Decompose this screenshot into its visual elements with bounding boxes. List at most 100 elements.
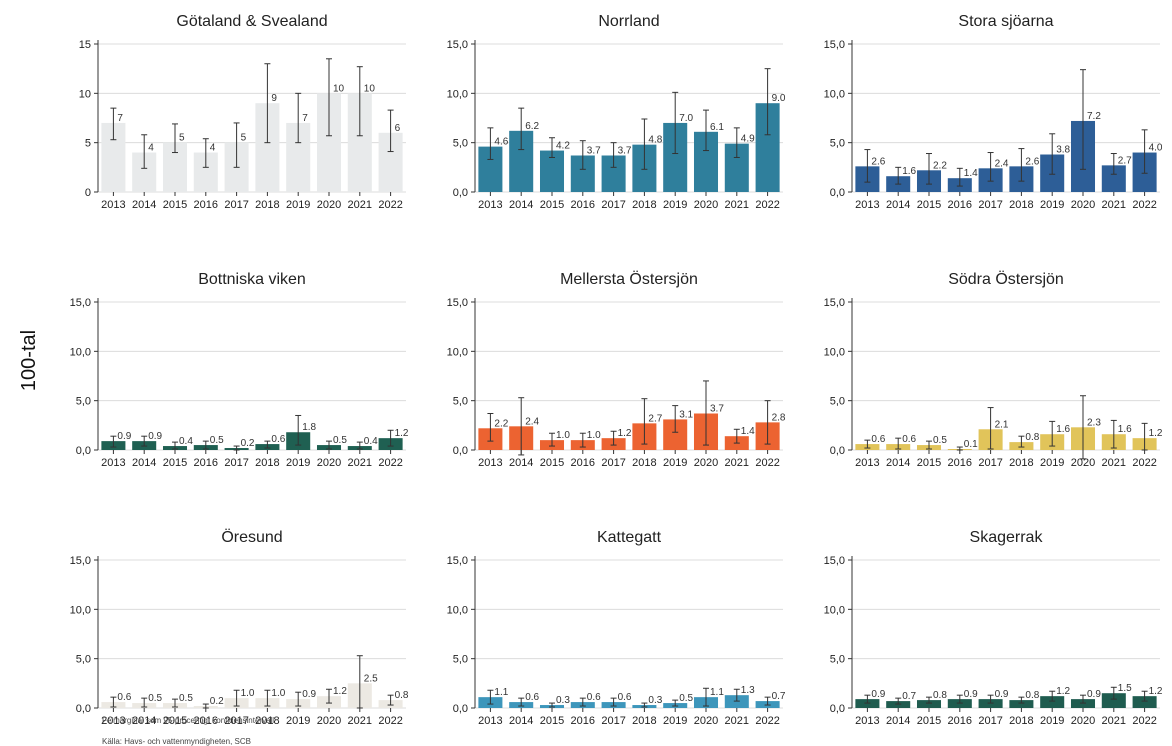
x-tick-label: 2021 (725, 457, 749, 469)
panel-title: Öresund (221, 528, 282, 546)
data-label: 0.3 (556, 695, 570, 706)
data-label: 4.8 (648, 135, 662, 146)
data-label: 0.9 (871, 689, 885, 700)
data-label: 1.0 (241, 688, 255, 699)
x-tick-label: 2017 (224, 715, 248, 727)
x-tick-label: 2017 (978, 199, 1002, 211)
y-tick-label: 15,0 (824, 555, 845, 567)
x-tick-label: 2017 (224, 199, 248, 211)
data-label: 0.9 (148, 431, 162, 442)
panel-6: Öresund0,05,010,015,00.620130.520140.520… (70, 528, 409, 727)
x-tick-label: 2016 (948, 715, 972, 727)
x-tick-label: 2013 (478, 199, 502, 211)
data-label: 0.8 (933, 690, 947, 701)
x-tick-label: 2018 (632, 199, 656, 211)
x-tick-label: 2017 (224, 457, 248, 469)
x-tick-label: 2019 (663, 715, 687, 727)
data-label: 1.8 (302, 422, 316, 433)
y-tick-label: 15,0 (447, 297, 468, 309)
panel-title: Götaland & Svealand (176, 13, 327, 30)
data-label: 0.5 (933, 435, 947, 446)
data-label: 0.7 (902, 691, 916, 702)
x-tick-label: 2022 (755, 457, 779, 469)
panel-title: Södra Östersjön (948, 270, 1064, 288)
x-tick-label: 2019 (1040, 457, 1064, 469)
data-label: 2.2 (494, 418, 508, 429)
y-tick-label: 0 (85, 187, 91, 199)
x-tick-label: 2014 (509, 457, 533, 469)
data-label: 1.1 (494, 687, 508, 698)
data-label: 2.8 (772, 412, 786, 423)
x-tick-label: 2018 (255, 715, 279, 727)
x-tick-label: 2014 (886, 457, 910, 469)
data-label: 0.6 (117, 692, 131, 703)
data-label: 0.6 (618, 692, 632, 703)
x-tick-label: 2021 (725, 199, 749, 211)
x-tick-label: 2014 (132, 199, 156, 211)
data-label: 4.9 (741, 134, 755, 145)
data-label: 2.4 (995, 158, 1009, 169)
x-tick-label: 2022 (378, 457, 402, 469)
x-tick-label: 2013 (855, 715, 879, 727)
y-tick-label: 5,0 (830, 396, 845, 408)
x-tick-label: 2022 (755, 715, 779, 727)
x-tick-label: 2021 (725, 715, 749, 727)
panel-1: Norrland 0,0 5,0 10,0 15,0 4.6 2013 6.2 2014 4.2 2… (447, 13, 786, 211)
x-tick-label: 2022 (1132, 715, 1156, 727)
panel-5: Södra Östersjön 0,0 5,0 10,0 15,0 0.6 2013 0.6 2… (824, 270, 1163, 469)
data-label: 1.6 (1118, 424, 1132, 435)
footnote: Felmarginal som 95-procentigt konfidensi… (102, 716, 275, 725)
data-label: 0.6 (902, 434, 916, 445)
data-label: 0.9 (964, 689, 978, 700)
data-label: 2.4 (525, 416, 539, 427)
data-label: 1.0 (556, 430, 570, 441)
x-tick-label: 2019 (286, 199, 310, 211)
data-label: 10 (333, 83, 345, 94)
x-tick-label: 2013 (855, 199, 879, 211)
x-tick-label: 2016 (948, 457, 972, 469)
x-tick-label: 2017 (978, 457, 1002, 469)
data-label: 6.2 (525, 121, 539, 132)
data-label: 1.0 (587, 430, 601, 441)
y-tick-label: 10,0 (447, 346, 468, 358)
data-label: 0.7 (772, 691, 786, 702)
x-tick-label: 2013 (478, 457, 502, 469)
x-tick-label: 2021 (348, 457, 372, 469)
x-tick-label: 2016 (571, 715, 595, 727)
y-tick-label: 10,0 (447, 604, 468, 616)
x-tick-label: 2021 (1102, 457, 1126, 469)
data-label: 4.0 (1149, 143, 1163, 154)
y-tick-label: 10,0 (70, 346, 91, 358)
x-tick-label: 2016 (571, 199, 595, 211)
data-label: 0.9 (117, 431, 131, 442)
panel-7: Kattegatt 0,0 5,0 10,0 15,0 1.1 2013 0.6 2014 0.3… (447, 529, 786, 727)
y-tick-label: 15,0 (447, 555, 468, 567)
panel-4: Mellersta Östersjön 0,0 5,0 10,0 15,0 2.2 2013… (447, 270, 786, 469)
x-tick-label: 2016 (194, 715, 218, 727)
x-tick-label: 2015 (540, 715, 564, 727)
y-tick-label: 5 (85, 138, 91, 150)
data-label: 1.2 (333, 686, 347, 697)
x-tick-label: 2016 (194, 457, 218, 469)
x-tick-label: 2019 (663, 199, 687, 211)
y-tick-label: 10,0 (70, 604, 91, 616)
x-tick-label: 2015 (163, 199, 187, 211)
data-label: 3.7 (618, 145, 632, 156)
x-tick-label: 2016 (194, 199, 218, 211)
data-label: 5 (241, 133, 247, 144)
data-label: 0.4 (179, 436, 193, 447)
x-tick-label: 2013 (101, 199, 125, 211)
y-tick-label: 10,0 (824, 88, 845, 100)
y-tick-label: 0,0 (453, 187, 468, 199)
data-label: 2.7 (648, 413, 662, 424)
panel-title: Stora sjöarna (958, 13, 1053, 30)
x-tick-label: 2018 (1009, 199, 1033, 211)
bar (1101, 693, 1126, 708)
x-tick-label: 2020 (317, 715, 341, 727)
data-label: 0.9 (995, 689, 1009, 700)
y-tick-label: 15 (79, 39, 91, 51)
data-label: 1.0 (271, 688, 285, 699)
x-tick-label: 2017 (601, 715, 625, 727)
x-tick-label: 2022 (378, 199, 402, 211)
y-tick-label: 5,0 (76, 396, 91, 408)
